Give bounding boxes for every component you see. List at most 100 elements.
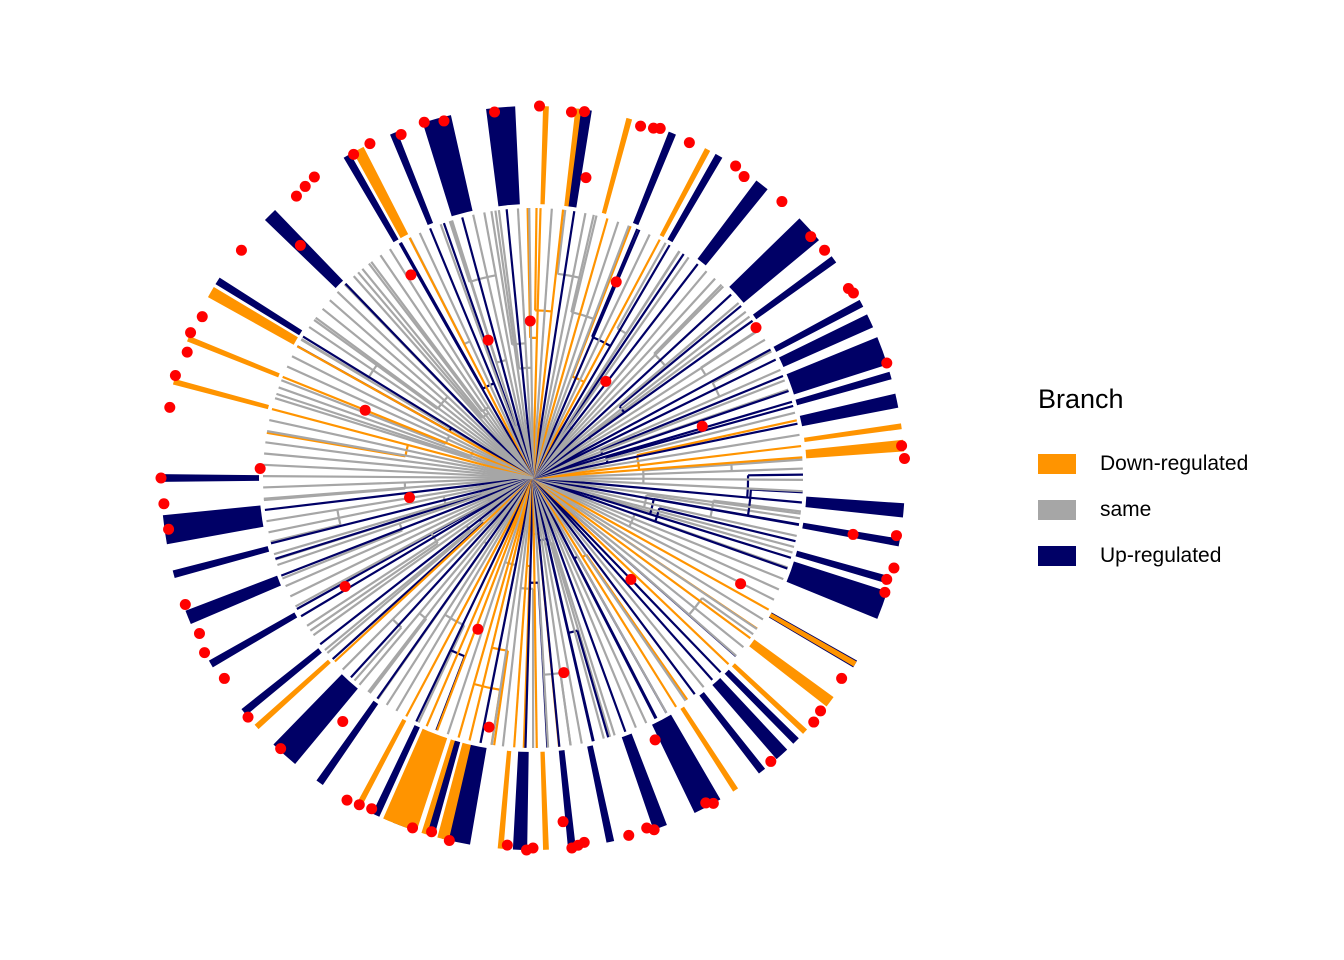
sector-up-regulated [780, 546, 892, 585]
branch-arc [418, 612, 427, 620]
branch-line [532, 477, 658, 719]
branch-line [712, 350, 772, 384]
branch-line [269, 418, 534, 480]
sector-up-regulated [557, 734, 576, 849]
branch-line [344, 283, 534, 479]
sector-down-regulated [789, 439, 905, 460]
branch-line [532, 476, 792, 559]
branch-line [368, 262, 484, 413]
branch-line [490, 211, 514, 345]
tip-point [299, 180, 311, 192]
branch-line [524, 477, 535, 748]
branch-line [352, 275, 534, 479]
sector-up-regulated [764, 314, 874, 374]
branch-line [321, 307, 534, 479]
branch-line [532, 411, 796, 480]
tip-point [610, 276, 622, 288]
branch-line [556, 209, 567, 274]
legend-item-up-regulated: Up-regulated [1038, 533, 1318, 579]
branch-line [531, 477, 572, 746]
sector-down-regulated [421, 724, 460, 835]
legend: Branch Down-regulated same Up-regulated [1038, 384, 1318, 579]
branch-line [532, 477, 770, 611]
branch-line [532, 379, 786, 480]
branch-line [324, 529, 471, 651]
legend-key-up-regulated [1038, 546, 1076, 566]
legend-item-same: same [1038, 487, 1318, 533]
branch-line [291, 355, 534, 479]
branch-line [302, 335, 534, 479]
tip-point [524, 315, 536, 327]
branch-line [701, 597, 754, 636]
branch-line [646, 494, 801, 520]
branch-line [282, 375, 534, 480]
tip-point [438, 115, 450, 127]
sector-up-regulated [740, 256, 837, 329]
branch-line [531, 477, 538, 748]
branch-line [532, 477, 668, 714]
tip-point [482, 334, 494, 346]
branch-line [532, 348, 772, 479]
tip-point [750, 322, 762, 334]
tip-point [847, 528, 859, 540]
branch-line [532, 444, 802, 480]
branch-line [266, 430, 534, 480]
branch-line [472, 214, 535, 479]
branch-arc [430, 532, 439, 544]
tip-point [683, 137, 695, 149]
sector-up-regulated [215, 277, 316, 344]
branch-line [532, 250, 681, 479]
branch-line [294, 477, 534, 608]
branch-line [270, 523, 341, 543]
tip-point [155, 472, 167, 484]
branch-line [450, 220, 535, 479]
branch-line [532, 477, 714, 681]
branch-arc [436, 395, 449, 410]
branch-line [376, 477, 534, 700]
branch-arc [642, 494, 648, 508]
tip-point [578, 106, 590, 118]
dendrogram-branches [262, 208, 804, 749]
branch-line [531, 211, 576, 479]
branch-line [532, 256, 690, 479]
sector-down-regulated [671, 693, 739, 792]
tip-point [819, 244, 831, 256]
legend-item-down-regulated: Down-regulated [1038, 441, 1318, 487]
outer-sector-ring [161, 106, 905, 850]
branch-line [326, 477, 534, 654]
branch-line [532, 319, 754, 479]
branch-line [532, 477, 751, 640]
sector-up-regulated [583, 729, 615, 843]
branch-line [532, 477, 737, 657]
branch-line [531, 221, 620, 479]
tip-point [179, 599, 191, 611]
sector-down-regulated [539, 735, 549, 850]
branch-line [643, 458, 803, 472]
tip-point [339, 581, 351, 592]
branch-line [531, 477, 594, 742]
tip-point [898, 453, 910, 465]
sector-down-regulated [720, 652, 808, 734]
tip-point [483, 721, 495, 733]
tip-point [218, 672, 230, 684]
tip-point [533, 100, 545, 112]
branch-line [532, 422, 798, 480]
sector-down-regulated [788, 423, 902, 445]
tip-point [735, 578, 747, 590]
tip-point [294, 239, 306, 251]
branch-line [497, 210, 521, 369]
sector-down-regulated [187, 335, 295, 384]
tip-point [600, 375, 612, 387]
tip-point [808, 716, 820, 728]
branch-line [408, 237, 534, 479]
branch-line [748, 473, 803, 477]
sector-up-regulated [241, 638, 335, 716]
branch-line [532, 477, 745, 649]
branch-line [531, 208, 542, 479]
tip-point [405, 269, 417, 281]
branch-line [532, 389, 789, 480]
sector-up-regulated [264, 209, 355, 300]
branch-line [618, 305, 742, 408]
branch-line [532, 270, 708, 479]
